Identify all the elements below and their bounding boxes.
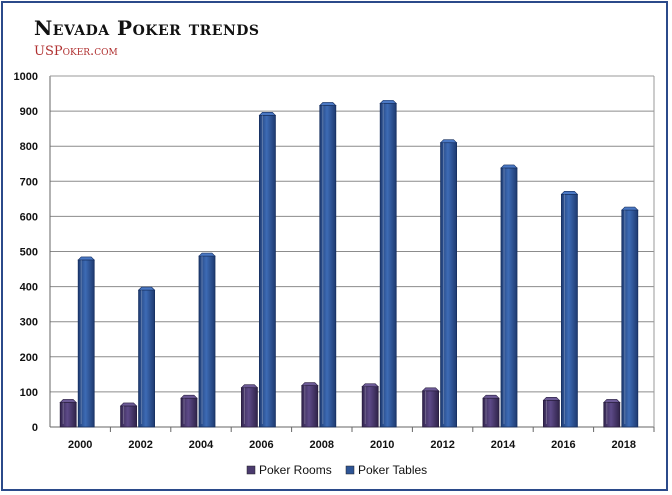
bar-poker-tables <box>621 206 639 428</box>
y-tick-label: 400 <box>20 282 38 294</box>
legend-label: Poker Tables <box>358 463 427 477</box>
y-tick-label: 1000 <box>14 71 38 83</box>
legend-swatch <box>246 465 256 475</box>
tick-labels: 0 100 200 300 400 500 600 700 800 900 1000 2000 2002… <box>14 71 637 451</box>
bar-poker-rooms <box>361 383 379 428</box>
bar-poker-rooms <box>421 387 440 428</box>
y-tick-label: 900 <box>20 106 38 118</box>
y-tick-label: 300 <box>20 317 38 329</box>
x-tick-label: 2014 <box>491 439 516 451</box>
bar-poker-tables <box>439 139 458 428</box>
legend-item-poker-rooms: Poker Rooms <box>246 463 332 477</box>
bar-poker-rooms <box>603 399 621 428</box>
y-tick-label: 200 <box>20 352 38 364</box>
legend: Poker Rooms Poker Tables <box>246 463 427 477</box>
legend-item-poker-tables: Poker Tables <box>345 463 427 477</box>
bar-poker-rooms <box>240 384 259 428</box>
bar-poker-tables <box>77 256 95 428</box>
bar-poker-tables <box>379 100 397 428</box>
x-tick-label: 2000 <box>68 439 92 451</box>
y-tick-label: 500 <box>20 247 38 259</box>
legend-label: Poker Rooms <box>259 463 332 477</box>
y-tick-label: 100 <box>20 387 38 399</box>
bar-poker-rooms <box>542 397 561 428</box>
y-tick-label: 700 <box>20 176 38 188</box>
bar-poker-rooms <box>119 402 138 428</box>
x-tick-label: 2008 <box>310 439 334 451</box>
x-tick-label: 2002 <box>128 439 152 451</box>
bar-poker-rooms <box>301 382 319 428</box>
chart-title: Nevada Poker trends <box>34 16 260 40</box>
x-tick-label: 2004 <box>189 439 214 451</box>
y-tick-label: 600 <box>20 211 38 223</box>
bar-poker-tables <box>319 102 337 428</box>
bar-poker-rooms <box>59 399 77 428</box>
x-tick-label: 2016 <box>551 439 575 451</box>
bar-poker-tables <box>198 252 216 428</box>
bar-poker-rooms <box>180 394 198 428</box>
x-tick-label: 2012 <box>430 439 454 451</box>
x-tick-label: 2006 <box>249 439 273 451</box>
bar-poker-tables <box>500 164 518 428</box>
bar-poker-tables <box>560 190 579 428</box>
x-tick-label: 2010 <box>370 439 394 451</box>
bar-poker-rooms <box>482 394 500 428</box>
chart-subtitle: USPoker.com <box>34 44 118 59</box>
y-tick-label: 0 <box>32 422 38 434</box>
bar-poker-tables <box>137 286 156 428</box>
bar-poker-tables <box>258 112 277 428</box>
legend-swatch <box>345 465 355 475</box>
y-tick-label: 800 <box>20 141 38 153</box>
x-tick-label: 2018 <box>612 439 636 451</box>
bars <box>59 100 639 428</box>
